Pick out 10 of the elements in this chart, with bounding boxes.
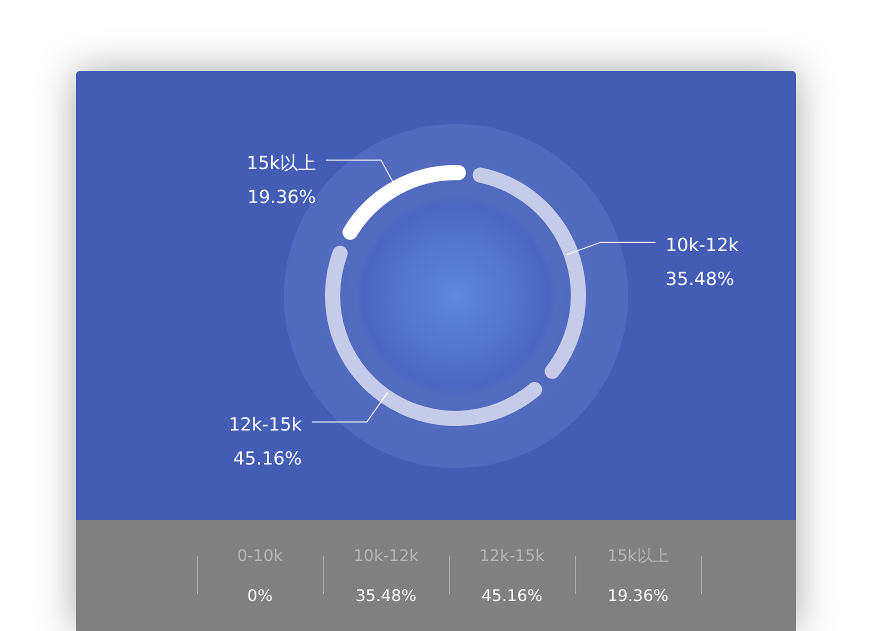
text: 45.16% bbox=[481, 586, 542, 605]
slice-label: 12k-15k bbox=[228, 414, 302, 436]
data-label: 19.36% bbox=[247, 186, 316, 208]
text: 35.48% bbox=[355, 586, 416, 605]
slice-label: 10k-12k bbox=[666, 234, 740, 256]
data-label: 45.16% bbox=[233, 448, 302, 470]
text: 0% bbox=[247, 586, 273, 605]
slice-label: 15k以上 bbox=[246, 152, 316, 174]
text: 19.36% bbox=[607, 586, 668, 605]
data-label: 35.48% bbox=[666, 268, 734, 290]
